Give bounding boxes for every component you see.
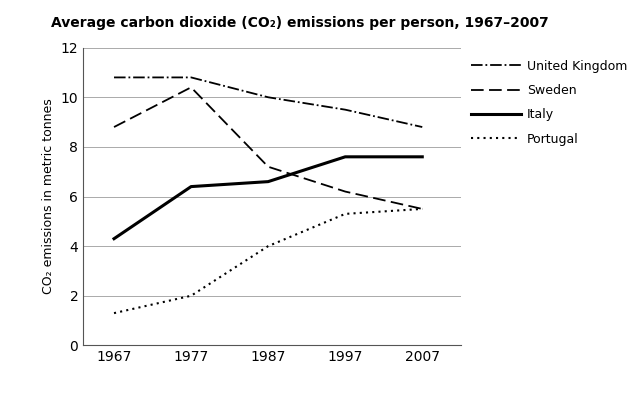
- Sweden: [264, 164, 272, 169]
- Legend: United Kingdom, Sweden, Italy, Portugal: United Kingdom, Sweden, Italy, Portugal: [471, 60, 627, 146]
- Line: Portugal: Portugal: [114, 209, 422, 313]
- United Kingdom: [419, 125, 426, 129]
- Line: Italy: Italy: [114, 157, 422, 239]
- Sweden: [341, 189, 349, 194]
- Sweden: [419, 206, 426, 211]
- Text: Average carbon dioxide (CO₂) emissions per person, 1967–2007: Average carbon dioxide (CO₂) emissions p…: [51, 16, 549, 30]
- United Kingdom: [341, 107, 349, 112]
- Y-axis label: CO₂ emissions in metric tonnes: CO₂ emissions in metric tonnes: [42, 98, 55, 295]
- United Kingdom: [110, 75, 118, 80]
- Italy: [419, 154, 426, 159]
- Portugal: [341, 212, 349, 216]
- Portugal: [188, 293, 195, 298]
- Italy: [341, 154, 349, 159]
- Italy: [110, 236, 118, 241]
- Italy: [264, 179, 272, 184]
- Portugal: [110, 311, 118, 316]
- Line: United Kingdom: United Kingdom: [114, 77, 422, 127]
- Portugal: [419, 206, 426, 211]
- United Kingdom: [264, 95, 272, 100]
- Line: Sweden: Sweden: [114, 87, 422, 209]
- Sweden: [110, 125, 118, 129]
- United Kingdom: [188, 75, 195, 80]
- Sweden: [188, 85, 195, 90]
- Portugal: [264, 244, 272, 249]
- Italy: [188, 184, 195, 189]
